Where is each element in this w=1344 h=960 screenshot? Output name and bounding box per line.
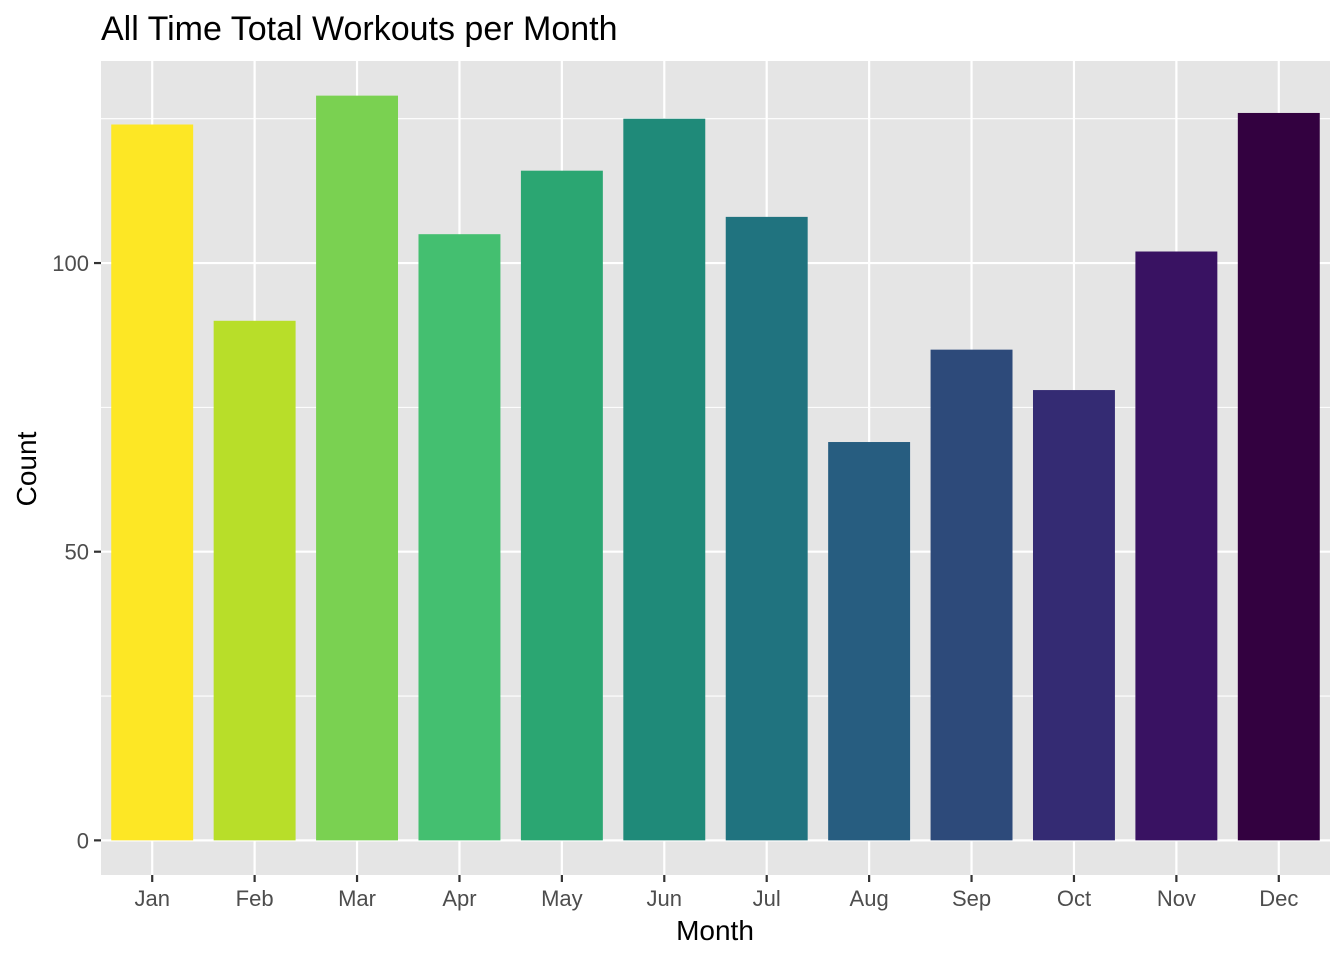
x-tick-label-aug: Aug — [850, 886, 889, 911]
bar-may — [520, 170, 603, 841]
x-tick-label-mar: Mar — [338, 886, 376, 911]
axes: 0 50 100 Jan Feb Mar Apr May Jun Jul Aug Sep Oct Nov D… — [52, 251, 1298, 911]
bar-aug — [828, 442, 911, 841]
y-tick-label: 0 — [77, 828, 89, 853]
bar-dec — [1237, 112, 1320, 841]
x-tick-label-nov: Nov — [1157, 886, 1196, 911]
y-tick-label: 50 — [65, 540, 89, 565]
x-tick-label-may: May — [541, 886, 583, 911]
bars — [111, 95, 1320, 841]
bar-feb — [213, 320, 296, 841]
chart-title: All Time Total Workouts per Month — [101, 10, 618, 48]
y-tick-label: 100 — [52, 251, 89, 276]
x-tick-label-sep: Sep — [952, 886, 991, 911]
bar-oct — [1032, 390, 1115, 841]
x-tick-label-jun: Jun — [647, 886, 682, 911]
y-axis-title: Count — [11, 431, 42, 506]
bar-apr — [418, 234, 501, 841]
x-tick-label-feb: Feb — [236, 886, 274, 911]
x-tick-label-apr: Apr — [442, 886, 476, 911]
x-tick-label-jul: Jul — [753, 886, 781, 911]
x-axis-title: Month — [676, 915, 754, 946]
x-tick-label-dec: Dec — [1259, 886, 1298, 911]
bar-sep — [930, 349, 1013, 841]
x-tick-label-jan: Jan — [134, 886, 169, 911]
plot-panel — [101, 61, 1330, 875]
bar-nov — [1135, 251, 1218, 841]
bar-jul — [725, 216, 808, 841]
x-tick-label-oct: Oct — [1057, 886, 1091, 911]
bar-mar — [316, 95, 399, 841]
bar-jun — [623, 118, 706, 841]
bar-jan — [111, 124, 194, 841]
panel-background — [101, 61, 1330, 875]
